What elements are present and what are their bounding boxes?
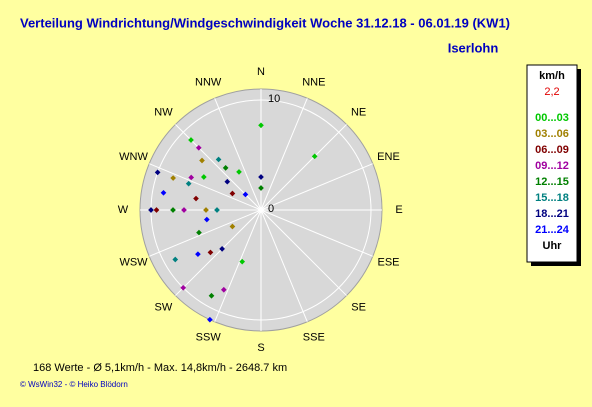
data-point: [239, 258, 246, 265]
legend-footer: Uhr: [543, 240, 563, 252]
chart-subtitle: Iserlohn: [448, 40, 499, 55]
data-point: [242, 191, 249, 198]
data-point: [196, 229, 202, 236]
data-point: [160, 189, 167, 196]
legend-entry: 00...03: [535, 112, 569, 124]
data-point: [258, 122, 264, 129]
data-point: [180, 284, 187, 291]
data-point: [229, 190, 236, 197]
direction-label: SSE: [303, 331, 325, 343]
data-point: [154, 169, 161, 176]
direction-label: ENE: [377, 151, 400, 163]
data-point: [207, 249, 214, 256]
direction-label: WNW: [119, 151, 148, 163]
data-point: [219, 246, 225, 252]
legend-entry: 21...24: [535, 224, 570, 236]
data-point: [224, 178, 231, 185]
data-point: [214, 207, 220, 213]
spoke: [260, 98, 308, 211]
legend-entry: 18...21: [535, 208, 569, 220]
data-point: [153, 207, 160, 213]
data-point: [311, 153, 318, 160]
direction-label: NNW: [195, 76, 222, 88]
data-point: [203, 207, 209, 213]
direction-label: NNE: [302, 76, 325, 88]
data-point: [195, 144, 202, 151]
spoke: [149, 163, 262, 211]
credits: © WsWin32 - © Heiko Blödorn: [20, 380, 128, 389]
direction-label: SSW: [196, 331, 222, 343]
spoke: [260, 163, 373, 211]
data-point: [193, 195, 199, 202]
direction-label: N: [257, 66, 265, 78]
legend-entry: 03...06: [535, 128, 569, 140]
direction-label: SE: [351, 301, 366, 313]
direction-label: ESE: [377, 257, 399, 269]
footer: 168 Werte - Ø 5,1km/h - Max. 14,8km/h - …: [33, 362, 287, 374]
spoke: [149, 209, 262, 257]
spoke: [260, 209, 373, 257]
direction-label: S: [257, 342, 264, 354]
direction-label: W: [118, 204, 129, 216]
spoke: [260, 209, 308, 322]
r-tick-label: 0: [268, 203, 274, 215]
data-point: [199, 157, 205, 164]
legend-title: km/h: [539, 70, 565, 82]
spoke: [260, 124, 347, 211]
data-point: [170, 175, 176, 181]
data-point: [215, 156, 222, 163]
data-point: [148, 207, 154, 213]
legend-entry: 06...09: [535, 144, 569, 156]
spoke: [260, 209, 347, 296]
data-point: [207, 316, 213, 323]
data-point: [188, 174, 195, 181]
spoke: [175, 209, 262, 296]
data-point: [229, 223, 236, 230]
data-point: [188, 137, 194, 143]
data-point: [258, 174, 264, 180]
chart-title: Verteilung Windrichtung/Windgeschwindigk…: [20, 15, 510, 30]
data-point: [258, 185, 264, 191]
data-point: [236, 169, 242, 175]
legend-entry: 15...18: [535, 192, 569, 204]
data-point: [195, 251, 201, 257]
spoke: [214, 98, 262, 211]
direction-label: NE: [351, 106, 366, 118]
legend-value: 2,2: [544, 86, 559, 98]
direction-label: SW: [155, 301, 173, 313]
direction-label: WSW: [119, 257, 148, 269]
r-tick-label: 10: [268, 93, 280, 105]
legend-entry: 12...15: [535, 176, 569, 188]
legend-box: [526, 64, 578, 263]
data-point: [208, 292, 215, 299]
legend-entry: 09...12: [535, 160, 569, 172]
data-point: [220, 286, 227, 293]
data-point: [185, 180, 192, 187]
data-point: [204, 216, 210, 223]
direction-label: E: [395, 204, 402, 216]
data-point: [222, 165, 229, 171]
data-point: [172, 256, 179, 263]
data-point: [181, 207, 187, 213]
spoke: [214, 209, 262, 322]
data-point: [170, 207, 176, 213]
direction-label: NW: [154, 106, 173, 118]
